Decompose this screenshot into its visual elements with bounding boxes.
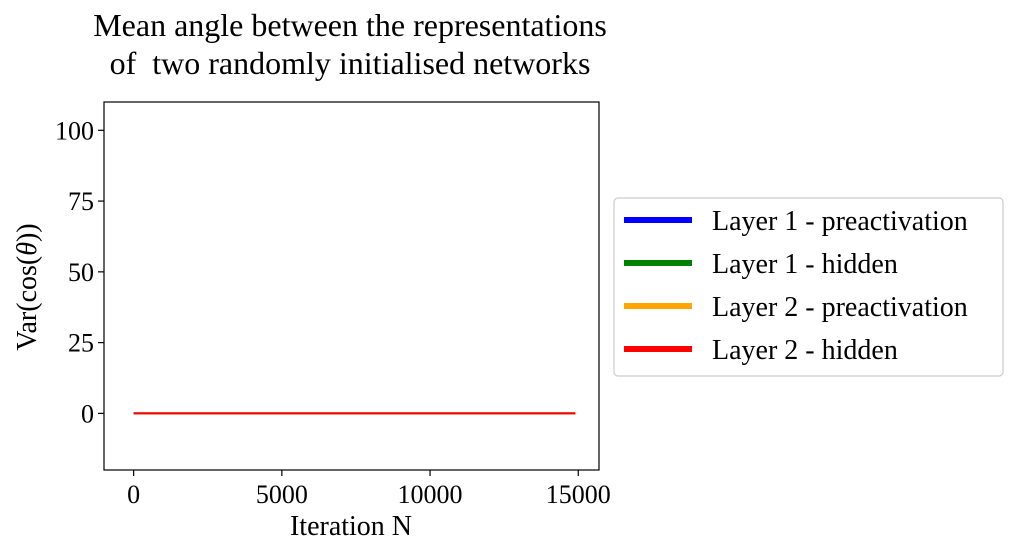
- legend-label-3: Layer 2 - preactivation: [712, 292, 968, 323]
- plot-area: [103, 101, 600, 471]
- x-tick-label: 10000: [398, 480, 463, 509]
- y-tick-label: 100: [55, 116, 94, 145]
- x-axis-label: Iteration N: [290, 511, 412, 542]
- x-tick-label: 15000: [546, 480, 611, 509]
- legend: Layer 1 - preactivation Layer 1 - hidden L…: [624, 206, 968, 366]
- x-tick-label: 0: [127, 480, 140, 509]
- chart-title-line-1: Mean angle between the representations: [93, 7, 607, 43]
- legend-label-2: Layer 1 - hidden: [712, 249, 898, 280]
- y-tick-label: 0: [81, 399, 94, 428]
- chart-title-line-2: of two randomly initialised networks: [110, 45, 591, 81]
- y-tick-label: 25: [68, 329, 94, 358]
- y-axis-label: Var(cos(θ)): [12, 223, 43, 350]
- legend-box: [613, 197, 1004, 377]
- y-axis-label-prefix: Var(cos(: [12, 256, 43, 351]
- y-tick-label: 75: [68, 187, 94, 216]
- x-tick-label: 5000: [256, 480, 308, 509]
- y-axis-label-symbol: θ: [12, 242, 43, 256]
- y-tick-label: 50: [68, 258, 94, 287]
- y-axis-ticks: 0 25 50 75 100: [55, 116, 104, 428]
- y-axis-label-suffix: )): [12, 223, 43, 242]
- legend-label-1: Layer 1 - preactivation: [712, 206, 968, 237]
- x-axis-ticks: 0 5000 10000 15000: [127, 470, 611, 509]
- legend-label-4: Layer 2 - hidden: [712, 335, 898, 366]
